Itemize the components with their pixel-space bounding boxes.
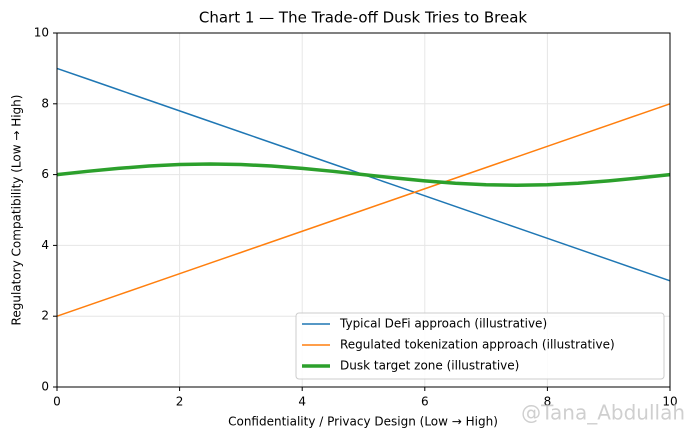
legend-label: Regulated tokenization approach (illustr… — [340, 338, 615, 352]
y-tick-label: 10 — [34, 26, 49, 40]
legend-label: Typical DeFi approach (illustrative) — [339, 317, 547, 331]
watermark: @Tana_Abdullah — [521, 401, 685, 425]
line-series — [56, 103, 671, 317]
legend-box — [295, 312, 665, 380]
y-tick-label: 4 — [41, 238, 49, 252]
line-series — [56, 162, 671, 187]
x-tick-label: 8 — [544, 395, 552, 409]
x-tick-label: 6 — [421, 395, 429, 409]
y-tick-label: 0 — [41, 380, 49, 394]
y-axis-label: Regulatory Compatibility (Low → High) — [10, 95, 24, 326]
x-tick-label: 2 — [176, 395, 184, 409]
chart-title: Chart 1 — The Trade-off Dusk Tries to Br… — [199, 9, 528, 27]
x-tick-label: 4 — [298, 395, 306, 409]
x-axis-label: Confidentiality / Privacy Design (Low → … — [228, 415, 498, 429]
y-tick-label: 2 — [41, 309, 49, 323]
x-tick-label: 0 — [53, 395, 61, 409]
plot-frame — [56, 32, 671, 388]
x-tick-label: 10 — [662, 395, 677, 409]
y-tick-label: 8 — [41, 96, 49, 110]
y-tick-label: 6 — [41, 167, 49, 181]
legend-label: Dusk target zone (illustrative) — [340, 359, 519, 373]
